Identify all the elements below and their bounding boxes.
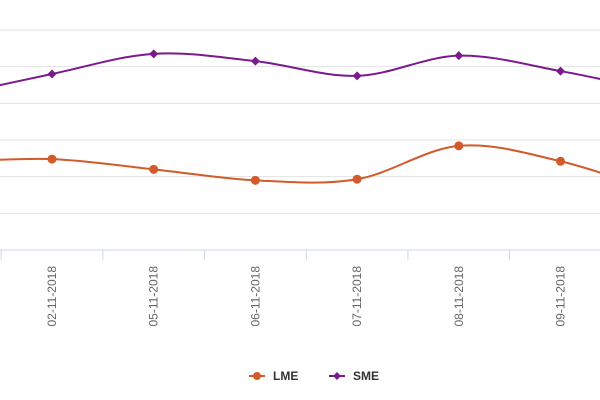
grid-lines (0, 29, 600, 214)
x-axis: 01-11-201802-11-201805-11-201806-11-2018… (0, 249, 600, 327)
sme-line (0, 52, 600, 87)
legend-symbol-marker (253, 372, 261, 380)
legend-label: SME (353, 369, 379, 383)
x-tick-label: 09-11-2018 (554, 266, 568, 327)
lme-point[interactable] (149, 164, 159, 174)
lme-line (0, 144, 600, 184)
sme-point[interactable] (149, 49, 159, 59)
x-tick-label: 02-11-2018 (45, 266, 59, 327)
series-markers (47, 49, 565, 185)
sme-point[interactable] (250, 56, 260, 66)
legend-label: LME (273, 369, 298, 383)
x-tick-label: 06-11-2018 (248, 266, 262, 327)
lme-point[interactable] (454, 141, 464, 151)
lme-point[interactable] (250, 175, 260, 185)
x-tick-label: 07-11-2018 (350, 266, 364, 327)
legend-symbol-marker (333, 372, 341, 380)
sme-point[interactable] (556, 66, 565, 76)
sme-point[interactable] (454, 51, 464, 61)
legend-item-sme[interactable]: SME (329, 369, 379, 383)
lme-point[interactable] (352, 174, 362, 184)
lme-point[interactable] (47, 154, 57, 164)
lme-point[interactable] (556, 156, 565, 166)
sme-point[interactable] (352, 71, 362, 81)
sme-point[interactable] (47, 69, 57, 79)
series-lines (0, 52, 600, 184)
legend-item-lme[interactable]: LME (249, 369, 298, 383)
x-tick-label: 05-11-2018 (147, 266, 161, 327)
legend: LME SME (249, 369, 379, 383)
x-tick-label: 08-11-2018 (452, 266, 466, 327)
